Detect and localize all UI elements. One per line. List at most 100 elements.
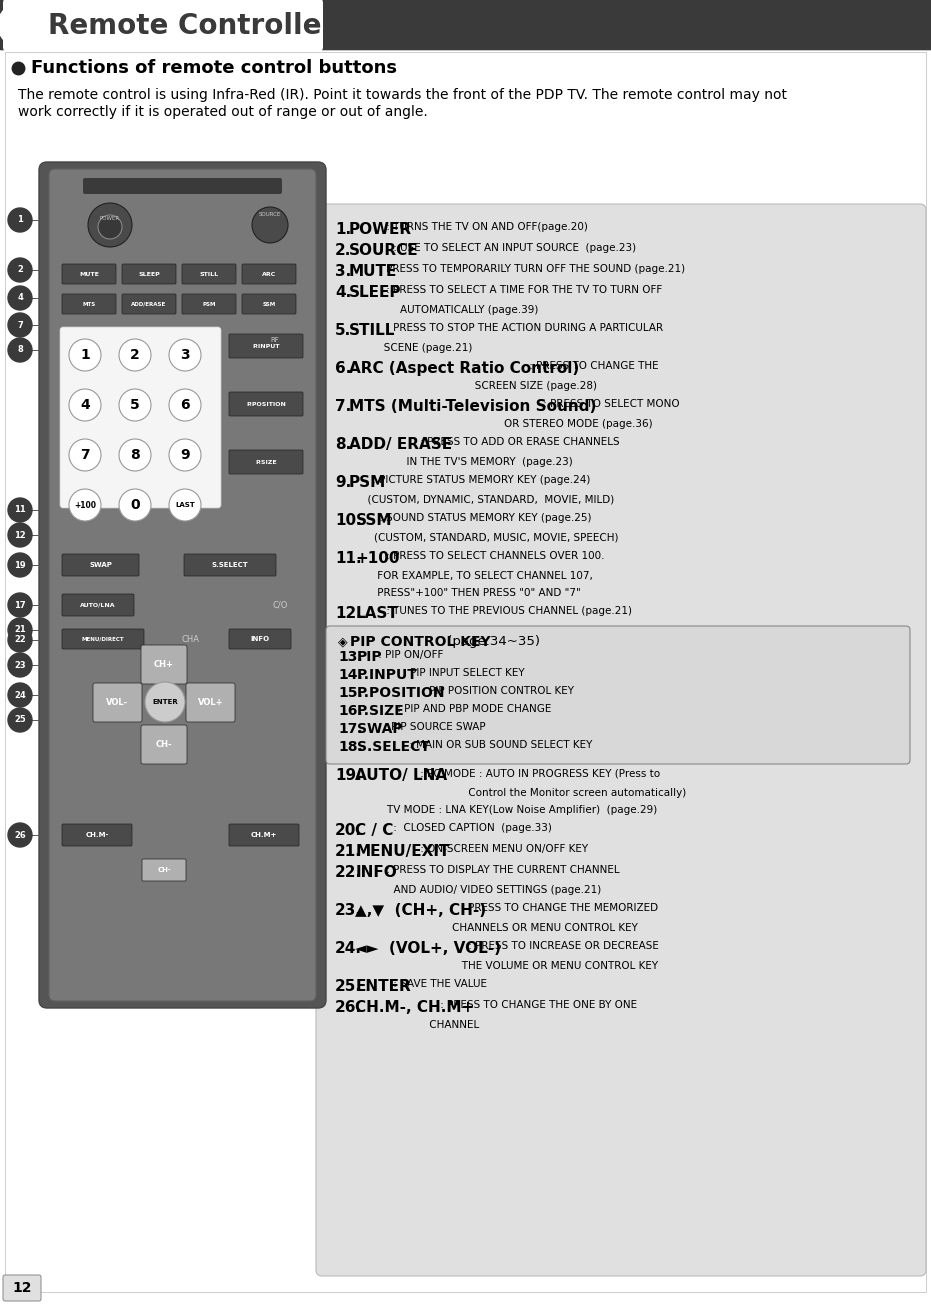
FancyBboxPatch shape (141, 725, 187, 764)
Text: INFO: INFO (356, 865, 398, 880)
Text: +100: +100 (356, 551, 400, 565)
Text: 4: 4 (80, 398, 90, 411)
Circle shape (8, 683, 32, 707)
Text: POWER: POWER (348, 222, 412, 236)
FancyBboxPatch shape (142, 859, 186, 882)
Text: work correctly if it is operated out of range or out of angle.: work correctly if it is operated out of … (18, 104, 427, 119)
Text: PIP CONTROL KEY: PIP CONTROL KEY (350, 635, 491, 649)
Text: 5.: 5. (335, 323, 351, 338)
Text: ▲,▼  (CH+, CH-): ▲,▼ (CH+, CH-) (356, 902, 487, 918)
Text: VOL+: VOL+ (197, 697, 223, 707)
Text: 2.: 2. (335, 243, 351, 259)
Text: 9: 9 (181, 448, 190, 462)
Text: PSM: PSM (348, 475, 385, 490)
Circle shape (8, 653, 32, 677)
Text: 3: 3 (181, 347, 190, 362)
Text: P.POSITION: P.POSITION (246, 401, 286, 406)
Text: :  CLOSED CAPTION  (page.33): : CLOSED CAPTION (page.33) (389, 823, 551, 833)
Text: 1: 1 (17, 215, 23, 225)
Circle shape (119, 488, 151, 521)
FancyBboxPatch shape (93, 683, 142, 722)
Text: 8.: 8. (335, 438, 351, 452)
Text: 16.: 16. (338, 704, 363, 718)
Text: : TUNES TO THE PREVIOUS CHANNEL (page.21): : TUNES TO THE PREVIOUS CHANNEL (page.21… (383, 606, 632, 616)
Text: : PRESS TO SELECT A TIME FOR THE TV TO TURN OFF: : PRESS TO SELECT A TIME FOR THE TV TO T… (383, 285, 662, 295)
Text: 25.: 25. (335, 980, 362, 994)
Circle shape (69, 439, 101, 471)
Circle shape (8, 522, 32, 547)
FancyBboxPatch shape (60, 326, 221, 508)
Text: 10.: 10. (335, 513, 362, 528)
Circle shape (8, 208, 32, 232)
Text: 26.: 26. (335, 1000, 362, 1015)
Circle shape (8, 552, 32, 577)
Text: AND AUDIO/ VIDEO SETTINGS (page.21): AND AUDIO/ VIDEO SETTINGS (page.21) (335, 885, 601, 895)
Text: MENU/EXIT: MENU/EXIT (356, 844, 450, 859)
Circle shape (8, 286, 32, 310)
FancyBboxPatch shape (141, 645, 187, 684)
FancyBboxPatch shape (242, 264, 296, 283)
Text: SOURCE: SOURCE (348, 243, 418, 259)
FancyBboxPatch shape (229, 629, 291, 649)
Circle shape (252, 206, 288, 243)
Text: : PIP POSITION CONTROL KEY: : PIP POSITION CONTROL KEY (419, 686, 573, 696)
Text: 25: 25 (14, 716, 26, 725)
Text: CHA: CHA (181, 635, 199, 644)
FancyBboxPatch shape (62, 264, 116, 283)
Circle shape (8, 338, 32, 362)
Circle shape (8, 628, 32, 652)
Circle shape (119, 389, 151, 421)
Text: (CUSTOM, STANDARD, MUSIC, MOVIE, SPEECH): (CUSTOM, STANDARD, MUSIC, MOVIE, SPEECH) (335, 533, 618, 543)
Text: : PIP ON/OFF: : PIP ON/OFF (375, 650, 443, 660)
Text: LAST: LAST (175, 502, 195, 508)
Text: 20.: 20. (335, 823, 362, 838)
FancyBboxPatch shape (3, 1275, 41, 1301)
Text: 12: 12 (12, 1281, 32, 1296)
FancyBboxPatch shape (83, 178, 282, 195)
FancyBboxPatch shape (229, 451, 303, 474)
Text: 18.: 18. (338, 741, 363, 754)
Text: CH+: CH+ (154, 660, 174, 669)
Circle shape (0, 3, 42, 47)
Circle shape (169, 488, 201, 521)
Circle shape (69, 389, 101, 421)
Text: : PRESS TO INCREASE OR DECREASE: : PRESS TO INCREASE OR DECREASE (465, 942, 658, 951)
Text: 22: 22 (14, 636, 26, 644)
Text: CH.M+: CH.M+ (250, 832, 277, 838)
Text: 8: 8 (17, 346, 23, 354)
Text: STILL: STILL (348, 323, 395, 338)
Text: : PIP INPUT SELECT KEY: : PIP INPUT SELECT KEY (400, 667, 525, 678)
Text: Functions of remote control buttons: Functions of remote control buttons (31, 59, 397, 77)
Circle shape (98, 215, 122, 239)
Text: : PRESS TO DISPLAY THE CURRENT CHANNEL: : PRESS TO DISPLAY THE CURRENT CHANNEL (383, 865, 619, 875)
Text: 19: 19 (14, 560, 26, 569)
Text: STILL: STILL (199, 272, 219, 277)
Text: MTS: MTS (82, 302, 96, 307)
Text: MTS (Multi-Television Sound): MTS (Multi-Television Sound) (348, 400, 596, 414)
FancyBboxPatch shape (62, 629, 144, 649)
Text: : PRESS TO SELECT MONO: : PRESS TO SELECT MONO (540, 400, 680, 409)
Text: CH-: CH- (155, 741, 172, 750)
Text: : PRESS TO SELECT CHANNELS OVER 100.: : PRESS TO SELECT CHANNELS OVER 100. (383, 551, 604, 562)
Text: 6: 6 (181, 398, 190, 411)
Text: 11.: 11. (335, 551, 361, 565)
FancyBboxPatch shape (184, 554, 276, 576)
Text: SLEEP: SLEEP (348, 285, 401, 300)
FancyBboxPatch shape (122, 264, 176, 283)
Text: CH.M-, CH.M+: CH.M-, CH.M+ (356, 1000, 475, 1015)
FancyBboxPatch shape (5, 52, 926, 1292)
Text: PIP: PIP (357, 650, 383, 663)
Text: 24.: 24. (335, 942, 362, 956)
Text: CHANNELS OR MENU CONTROL KEY: CHANNELS OR MENU CONTROL KEY (335, 923, 638, 932)
Text: 26: 26 (14, 831, 26, 840)
Text: 4.: 4. (335, 285, 351, 300)
Circle shape (8, 618, 32, 643)
Text: ADD/ERASE: ADD/ERASE (131, 302, 167, 307)
Text: PRESS"+100" THEN PRESS "0" AND "7": PRESS"+100" THEN PRESS "0" AND "7" (335, 588, 581, 598)
Text: 23: 23 (14, 661, 26, 670)
FancyBboxPatch shape (122, 294, 176, 313)
FancyBboxPatch shape (62, 294, 116, 313)
FancyBboxPatch shape (229, 824, 299, 846)
Text: 12.: 12. (335, 606, 362, 620)
Text: SOURCE: SOURCE (259, 213, 281, 218)
